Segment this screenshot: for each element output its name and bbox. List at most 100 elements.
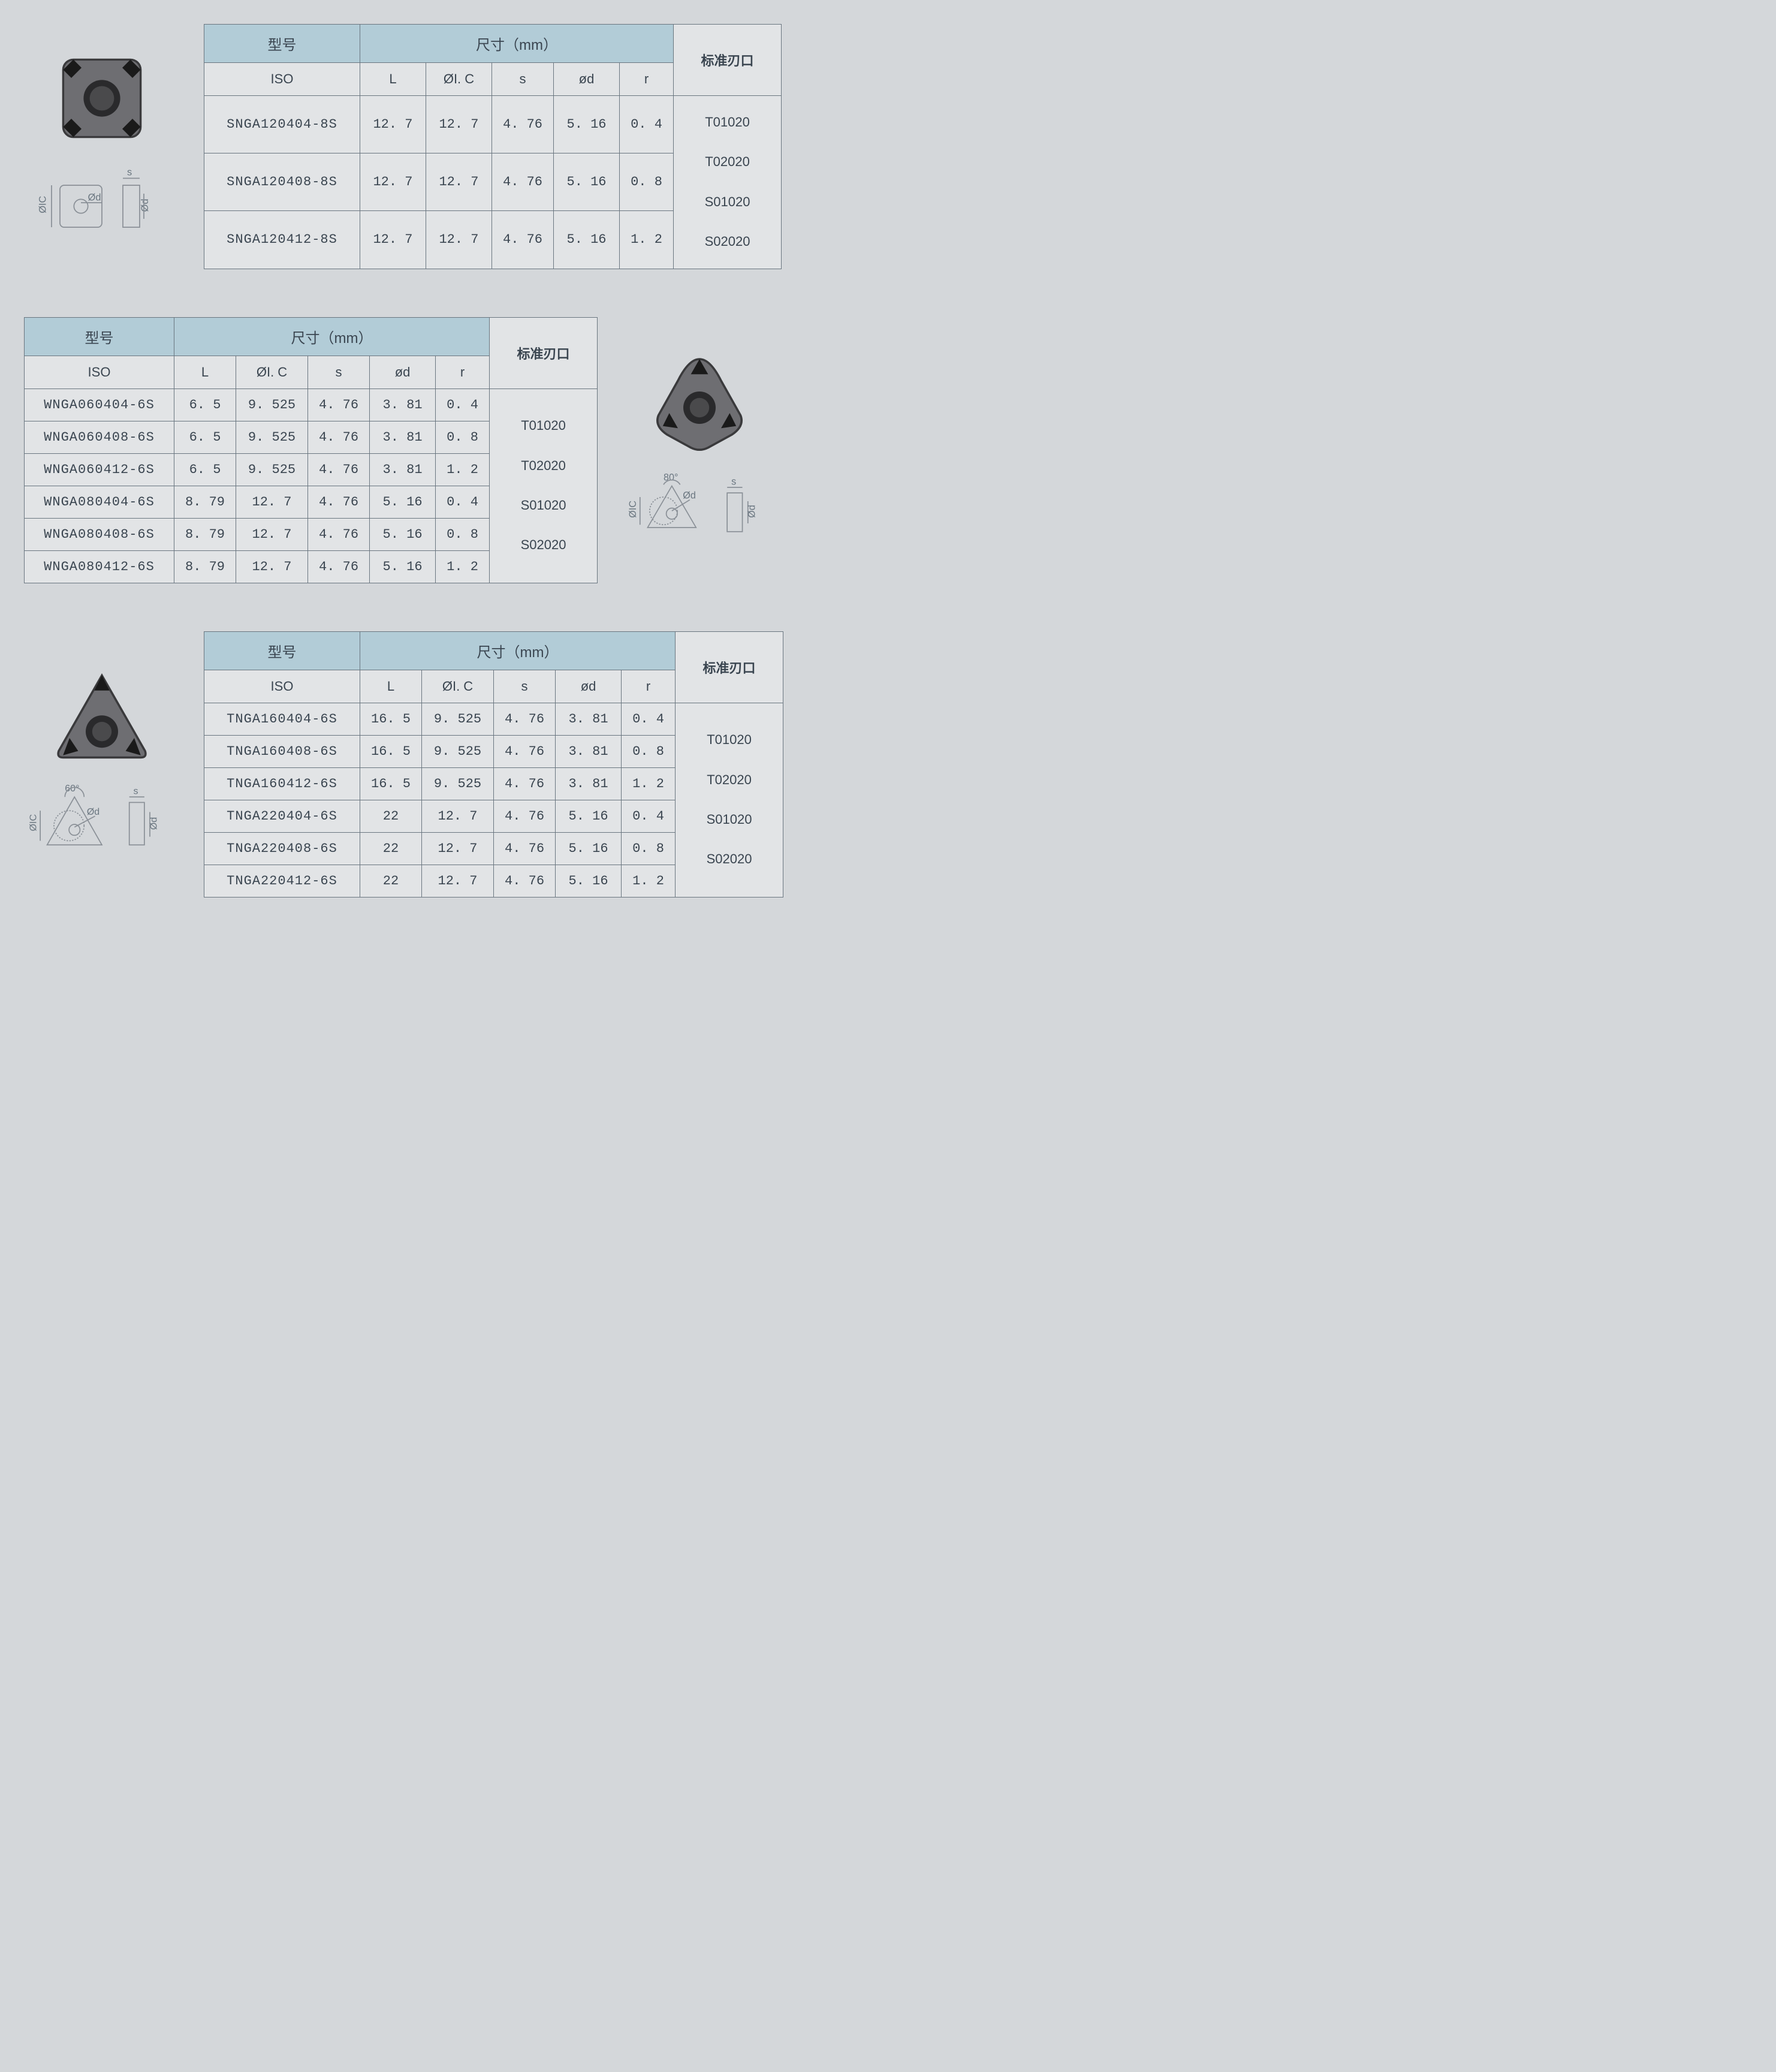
snga-image-block: Ød ØIC s Ød <box>24 44 180 248</box>
cell-IC: 9. 525 <box>422 735 494 767</box>
tnga-diagram: 60° ØIC Ød s Ød <box>24 782 180 866</box>
snga-diagram: Ød ØIC s Ød <box>24 164 180 248</box>
cell-d: 3. 81 <box>556 735 622 767</box>
cell-d: 3. 81 <box>370 389 436 421</box>
cell-iso: TNGA220408-6S <box>204 832 360 865</box>
edge-code: T02020 <box>693 766 765 794</box>
cell-d: 5. 16 <box>370 550 436 583</box>
col-IC-header: ØI. C <box>422 670 494 703</box>
cell-L: 12. 7 <box>360 211 426 269</box>
cell-s: 4. 76 <box>494 865 556 897</box>
cell-L: 8. 79 <box>174 518 236 550</box>
svg-text:Ød: Ød <box>88 192 101 203</box>
col-s-header: s <box>494 670 556 703</box>
section-snga: Ød ØIC s Ød 型号尺寸（mm）标准刃口ISOLØI. CsødrSNG… <box>24 24 1752 269</box>
col-d-header: ød <box>370 356 436 389</box>
col-IC-header: ØI. C <box>426 63 492 96</box>
cell-r: 0. 8 <box>620 153 674 211</box>
edge-codes-cell: T01020T02020S01020S02020 <box>676 703 783 897</box>
cell-d: 5. 16 <box>554 96 620 153</box>
cell-IC: 12. 7 <box>426 96 492 153</box>
cell-IC: 9. 525 <box>236 421 308 453</box>
cell-L: 22 <box>360 865 422 897</box>
svg-text:Ød: Ød <box>140 199 150 212</box>
cell-d: 5. 16 <box>556 800 622 832</box>
cell-iso: TNGA220404-6S <box>204 800 360 832</box>
col-s-header: s <box>308 356 370 389</box>
wnga-image-block: 80° ØIC Ød s Ød <box>622 348 777 552</box>
table-row: WNGA060404-6S6. 59. 5254. 763. 810. 4T01… <box>25 389 598 421</box>
cell-IC: 12. 7 <box>426 153 492 211</box>
cell-d: 5. 16 <box>556 832 622 865</box>
spec-table: 型号尺寸（mm）标准刃口ISOLØI. CsødrSNGA120404-8S12… <box>204 24 782 269</box>
cell-s: 4. 76 <box>308 486 370 518</box>
cell-s: 4. 76 <box>308 389 370 421</box>
col-L-header: L <box>360 63 426 96</box>
snga-photo <box>48 44 156 152</box>
edge-code: S01020 <box>508 491 579 520</box>
cell-L: 8. 79 <box>174 486 236 518</box>
wnga-photo <box>646 348 753 456</box>
cell-r: 1. 2 <box>620 211 674 269</box>
cell-s: 4. 76 <box>492 153 554 211</box>
cell-L: 16. 5 <box>360 767 422 800</box>
cell-d: 5. 16 <box>556 865 622 897</box>
cell-IC: 12. 7 <box>236 518 308 550</box>
cell-s: 4. 76 <box>494 800 556 832</box>
svg-text:Ød: Ød <box>746 505 757 518</box>
cell-IC: 9. 525 <box>422 703 494 735</box>
cell-d: 3. 81 <box>556 767 622 800</box>
cell-iso: WNGA060412-6S <box>25 453 174 486</box>
svg-text:s: s <box>731 476 736 487</box>
cell-iso: SNGA120404-8S <box>204 96 360 153</box>
tnga-table-wrap: 型号尺寸（mm）标准刃口ISOLØI. CsødrTNGA160404-6S16… <box>204 631 783 898</box>
edge-code: S02020 <box>693 845 765 874</box>
col-s-header: s <box>492 63 554 96</box>
cell-IC: 12. 7 <box>422 865 494 897</box>
edge-code: T01020 <box>692 108 763 137</box>
cell-IC: 12. 7 <box>422 800 494 832</box>
cell-d: 3. 81 <box>370 421 436 453</box>
col-model-header: 型号 <box>25 317 174 356</box>
cell-IC: 12. 7 <box>236 486 308 518</box>
cell-s: 4. 76 <box>308 453 370 486</box>
cell-r: 0. 4 <box>436 389 490 421</box>
col-iso-header: ISO <box>25 356 174 389</box>
cell-IC: 9. 525 <box>236 453 308 486</box>
cell-L: 22 <box>360 800 422 832</box>
col-model-header: 型号 <box>204 631 360 670</box>
col-d-header: ød <box>554 63 620 96</box>
svg-text:s: s <box>134 786 138 796</box>
cell-r: 0. 8 <box>436 518 490 550</box>
cell-s: 4. 76 <box>308 421 370 453</box>
col-IC-header: ØI. C <box>236 356 308 389</box>
svg-text:ØIC: ØIC <box>28 814 38 831</box>
cell-r: 0. 4 <box>622 800 676 832</box>
cell-d: 3. 81 <box>370 453 436 486</box>
cell-d: 5. 16 <box>554 211 620 269</box>
cell-IC: 12. 7 <box>236 550 308 583</box>
cell-iso: SNGA120408-8S <box>204 153 360 211</box>
edge-code: S01020 <box>693 805 765 834</box>
table-row: TNGA160404-6S16. 59. 5254. 763. 810. 4T0… <box>204 703 783 735</box>
cell-r: 0. 8 <box>622 735 676 767</box>
cell-s: 4. 76 <box>494 735 556 767</box>
cell-s: 4. 76 <box>492 211 554 269</box>
cell-s: 4. 76 <box>308 518 370 550</box>
edge-code: S01020 <box>692 188 763 216</box>
cell-r: 1. 2 <box>436 453 490 486</box>
edge-code: T02020 <box>508 451 579 480</box>
cell-s: 4. 76 <box>494 767 556 800</box>
edge-code: S02020 <box>508 531 579 559</box>
cell-d: 5. 16 <box>554 153 620 211</box>
cell-L: 12. 7 <box>360 153 426 211</box>
col-iso-header: ISO <box>204 63 360 96</box>
cell-r: 0. 4 <box>436 486 490 518</box>
col-edge-header: 标准刃口 <box>674 25 782 96</box>
cell-L: 16. 5 <box>360 703 422 735</box>
snga-table-wrap: 型号尺寸（mm）标准刃口ISOLØI. CsødrSNGA120404-8S12… <box>204 24 782 269</box>
cell-L: 8. 79 <box>174 550 236 583</box>
wnga-diagram: 80° ØIC Ød s Ød <box>622 468 777 552</box>
cell-d: 3. 81 <box>556 703 622 735</box>
svg-text:Ød: Ød <box>149 817 159 829</box>
